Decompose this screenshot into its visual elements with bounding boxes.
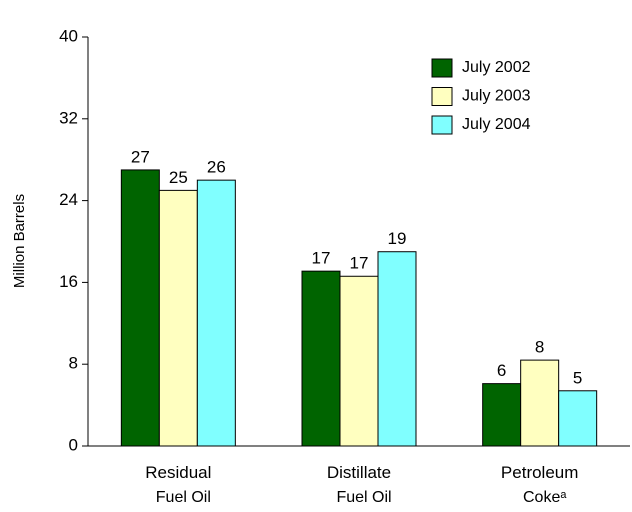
bar — [196, 179, 236, 447]
y-tick-label: 24 — [59, 190, 78, 209]
bar — [339, 275, 379, 447]
legend-swatch — [431, 87, 453, 106]
value-label: 17 — [312, 249, 331, 268]
x-tick-label: Distillate Fuel Oil — [327, 463, 392, 506]
y-tick-label: 32 — [59, 108, 78, 127]
y-tick-label: 40 — [59, 26, 78, 45]
legend-label: July 2004 — [462, 116, 531, 133]
value-label: 27 — [131, 147, 150, 166]
bar — [158, 189, 198, 447]
y-tick-label: 16 — [59, 272, 78, 291]
legend-label: July 2002 — [462, 59, 531, 76]
x-tick-label: Residual Fuel Oil — [145, 463, 211, 506]
y-axis-label: Million Barrels — [11, 194, 28, 288]
bar — [482, 383, 522, 447]
value-label: 26 — [207, 158, 226, 177]
y-tick-label: 8 — [69, 354, 78, 373]
value-label: 5 — [573, 368, 582, 387]
legend-swatch — [431, 58, 453, 78]
x-tick-label: Petroleum Cokeᵃ — [501, 463, 578, 506]
value-label: 25 — [169, 168, 188, 187]
value-label: 8 — [535, 338, 544, 357]
bar — [558, 390, 598, 447]
bar — [377, 251, 417, 447]
y-tick-label: 0 — [69, 435, 78, 454]
legend-swatch — [431, 115, 453, 135]
value-label: 17 — [350, 254, 369, 273]
value-label: 6 — [497, 361, 506, 380]
value-label: 19 — [388, 229, 407, 248]
legend-label: July 2003 — [462, 88, 531, 105]
bar — [301, 270, 341, 447]
bar — [520, 359, 560, 447]
bar — [120, 169, 160, 447]
